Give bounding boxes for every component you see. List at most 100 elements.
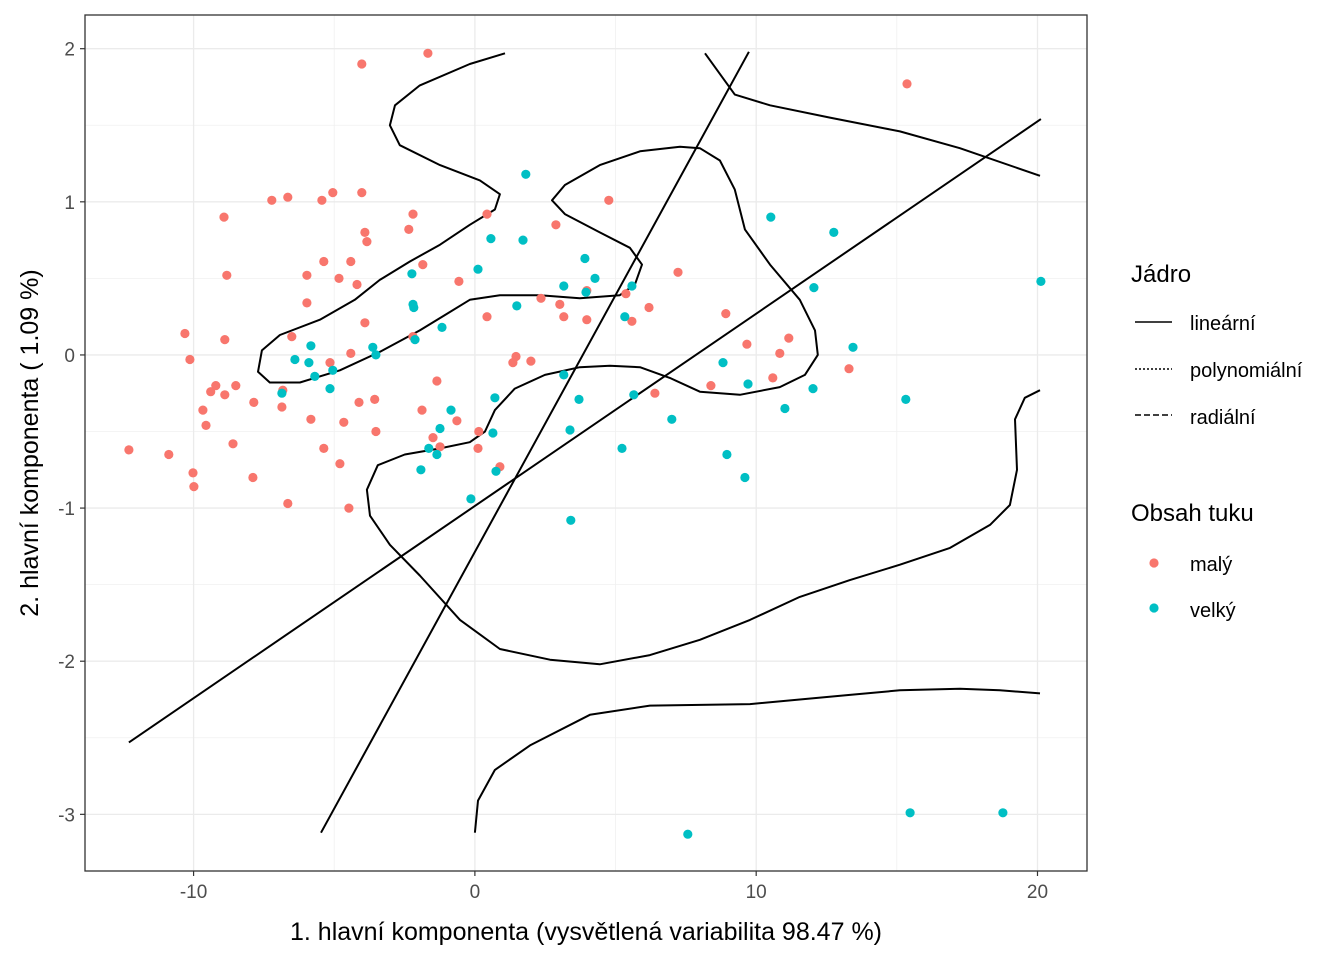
- point-velky: [683, 829, 693, 839]
- point-maly: [357, 188, 367, 198]
- point-maly: [423, 48, 433, 58]
- point-maly: [287, 332, 297, 342]
- point-maly: [370, 394, 380, 404]
- point-velky: [620, 312, 630, 322]
- point-maly: [482, 312, 492, 322]
- point-maly: [706, 381, 716, 391]
- point-maly: [219, 212, 229, 222]
- legend-label-velky: velký: [1190, 600, 1236, 622]
- point-maly: [435, 442, 445, 452]
- legend-key-maly: [1149, 558, 1159, 568]
- point-velky: [407, 269, 417, 279]
- legend-kernel: Jádro lineární polynomiální radiální: [1131, 261, 1303, 429]
- point-maly: [249, 397, 259, 407]
- point-maly: [228, 439, 238, 449]
- point-velky: [740, 472, 750, 483]
- point-maly: [844, 364, 854, 374]
- point-velky: [446, 405, 456, 415]
- point-maly: [432, 376, 442, 386]
- point-maly: [346, 348, 356, 358]
- point-velky: [466, 494, 476, 504]
- legend-label-maly: malý: [1190, 554, 1232, 576]
- point-velky: [473, 264, 483, 274]
- point-maly: [673, 267, 683, 277]
- point-velky: [829, 227, 839, 237]
- point-maly: [362, 237, 372, 247]
- point-velky: [409, 302, 419, 313]
- point-maly: [357, 59, 367, 69]
- point-maly: [277, 402, 287, 412]
- legend-label-linear: lineární: [1190, 313, 1256, 335]
- y-tick-label: 0: [64, 346, 75, 367]
- legend-label-radial: radiální: [1190, 407, 1256, 429]
- point-maly: [482, 209, 492, 219]
- legend-key-velky: [1149, 603, 1159, 613]
- x-tick-label: -10: [180, 882, 207, 903]
- point-maly: [526, 356, 536, 366]
- point-velky: [486, 234, 496, 244]
- point-maly: [325, 358, 335, 368]
- point-velky: [432, 449, 442, 460]
- point-maly: [621, 289, 631, 299]
- point-velky: [722, 449, 732, 460]
- point-velky: [371, 350, 381, 360]
- point-velky: [667, 414, 677, 424]
- boundary-radial: [704, 52, 1041, 177]
- point-maly: [211, 381, 221, 391]
- plot-panel-border: [84, 14, 1088, 872]
- x-axis-label: 1. hlavní komponenta (vysvětlená variabi…: [290, 918, 882, 946]
- point-maly: [346, 256, 356, 267]
- point-maly: [352, 279, 362, 290]
- point-velky: [325, 384, 335, 394]
- point-velky: [416, 465, 426, 475]
- point-maly: [220, 390, 230, 400]
- point-velky: [437, 322, 447, 332]
- point-velky: [848, 342, 858, 352]
- point-maly: [644, 302, 654, 313]
- point-maly: [188, 468, 198, 478]
- point-velky: [490, 393, 500, 403]
- point-maly: [742, 339, 752, 349]
- point-maly: [354, 397, 364, 407]
- point-velky: [580, 253, 590, 264]
- point-maly: [180, 328, 190, 339]
- x-tick-label: 20: [1027, 882, 1048, 903]
- point-maly: [902, 79, 912, 89]
- point-maly: [339, 417, 349, 427]
- point-maly: [198, 405, 208, 415]
- point-maly: [317, 195, 327, 205]
- point-maly: [302, 298, 312, 308]
- point-maly: [775, 348, 785, 358]
- point-maly: [721, 309, 731, 319]
- point-maly: [164, 449, 174, 460]
- point-velky: [905, 808, 915, 818]
- data-points: [124, 48, 1046, 839]
- point-maly: [650, 388, 660, 398]
- point-maly: [360, 318, 370, 328]
- point-velky: [306, 341, 316, 351]
- point-velky: [521, 169, 531, 179]
- point-velky: [565, 425, 575, 435]
- legend-label-polynomial: polynomiální: [1190, 360, 1303, 382]
- point-velky: [629, 390, 639, 400]
- legend-fat: Obsah tuku malý velký: [1131, 500, 1254, 622]
- plot-panel-background: [85, 15, 1087, 871]
- x-tick-label: 10: [746, 882, 767, 903]
- point-maly: [474, 426, 484, 437]
- point-velky: [627, 281, 637, 291]
- point-velky: [424, 443, 434, 453]
- point-velky: [743, 379, 753, 389]
- point-velky: [590, 273, 600, 283]
- point-velky: [581, 287, 591, 297]
- point-velky: [574, 394, 584, 404]
- point-maly: [408, 209, 418, 219]
- point-velky: [780, 403, 790, 414]
- point-maly: [334, 273, 344, 283]
- point-maly: [454, 276, 464, 286]
- point-velky: [808, 384, 818, 394]
- point-maly: [189, 482, 199, 492]
- point-velky: [559, 370, 569, 380]
- point-maly: [220, 335, 230, 345]
